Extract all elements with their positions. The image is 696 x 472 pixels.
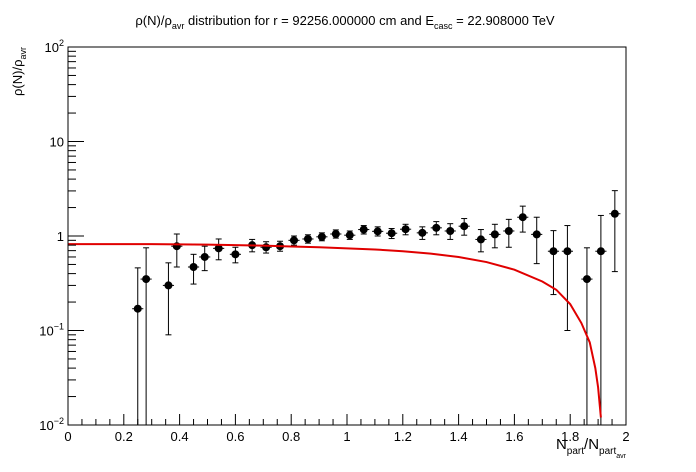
data-marker (490, 230, 499, 239)
data-point (132, 267, 144, 425)
data-marker (214, 244, 223, 253)
data-marker (262, 243, 271, 252)
x-tick-label: 1 (343, 429, 350, 444)
data-point (213, 238, 225, 261)
data-point (330, 229, 342, 239)
data-marker (610, 209, 619, 218)
data-marker (504, 226, 513, 235)
data-marker (418, 228, 427, 237)
data-point (430, 221, 442, 236)
data-point (489, 223, 501, 249)
data-marker (446, 226, 455, 235)
data-point (199, 245, 211, 272)
data-marker (476, 235, 485, 244)
model-curve (68, 243, 602, 418)
data-marker (231, 250, 240, 259)
x-axis-label-part-3: part (599, 446, 616, 457)
data-marker (432, 223, 441, 232)
data-marker (200, 252, 209, 261)
data-marker (532, 230, 541, 239)
chart-title-part-1: avr (172, 21, 185, 31)
data-marker (549, 247, 558, 256)
data-marker (582, 275, 591, 284)
y-tick-label: 10−1 (39, 322, 64, 339)
data-point (531, 216, 543, 265)
data-marker (189, 262, 198, 271)
data-point (187, 253, 200, 285)
y-tick-label: 102 (45, 38, 64, 55)
x-axis-label-part-4: avr (616, 453, 626, 460)
x-tick-label: 0 (64, 429, 71, 444)
x-tick-label: 1.2 (394, 429, 412, 444)
y-axis-label-part-1: avr (18, 47, 28, 60)
data-point (547, 230, 560, 296)
data-marker (563, 247, 572, 256)
x-axis-label-part-0: N (556, 436, 567, 453)
data-marker (142, 275, 151, 284)
x-axis-label: Npart/Npartavr (556, 436, 627, 460)
data-marker (387, 229, 396, 238)
data-point (140, 247, 152, 425)
x-tick-label: 1.6 (505, 429, 523, 444)
x-tick-label: 0.4 (171, 429, 189, 444)
data-marker (373, 227, 382, 236)
data-marker (460, 222, 469, 231)
x-axis-label-part-2: /N (584, 436, 599, 453)
data-point (372, 226, 384, 237)
data-point (302, 234, 314, 244)
data-point (358, 225, 370, 235)
data-marker (289, 236, 298, 245)
plot-area (68, 190, 621, 425)
data-marker (331, 229, 340, 238)
y-tick-label: 10−2 (39, 416, 64, 433)
chart-title: ρ(N)/ρavr distribution for r = 92256.000… (135, 13, 555, 31)
data-point (162, 262, 175, 336)
data-marker (164, 281, 173, 290)
y-tick-label: 1 (57, 229, 64, 244)
data-marker (359, 225, 368, 234)
data-marker (518, 213, 527, 222)
x-tick-label: 1.4 (450, 429, 468, 444)
x-axis-label-part-1: part (567, 446, 584, 457)
y-axis-label: ρ(N)/ρavr (10, 47, 28, 96)
data-point (260, 241, 272, 254)
x-tick-label: 0.2 (115, 429, 133, 444)
data-point (386, 228, 398, 240)
data-marker (596, 247, 605, 256)
data-point (503, 218, 515, 248)
data-marker (303, 234, 312, 243)
x-tick-label: 0.8 (282, 429, 300, 444)
data-point (316, 232, 328, 242)
data-marker (345, 231, 354, 240)
data-point (171, 233, 183, 268)
data-point (229, 246, 241, 264)
x-tick-label: 0.6 (226, 429, 244, 444)
data-marker (401, 225, 410, 234)
data-marker (317, 232, 326, 241)
data-point (400, 223, 412, 236)
data-point (475, 229, 487, 253)
data-point (517, 205, 529, 233)
data-point (444, 223, 456, 240)
chart-title-part-4: = 22.908000 TeV (453, 13, 555, 28)
data-point (561, 225, 573, 331)
chart-title-part-0: ρ(N)/ρ (135, 13, 171, 28)
data-marker (133, 304, 142, 313)
x-tick-label: 1.8 (561, 429, 579, 444)
chart-title-part-2: distribution for r = 92256.000000 cm and… (184, 13, 434, 28)
data-point (458, 218, 470, 236)
data-point (595, 214, 607, 425)
data-point (344, 230, 356, 240)
y-tick-label: 10 (50, 135, 64, 150)
data-point (416, 226, 428, 240)
data-point (609, 190, 621, 273)
data-point (288, 235, 300, 246)
chart-title-part-3: casc (434, 21, 453, 31)
x-tick-label: 2 (622, 429, 629, 444)
y-axis-label-part-0: ρ(N)/ρ (10, 60, 25, 96)
